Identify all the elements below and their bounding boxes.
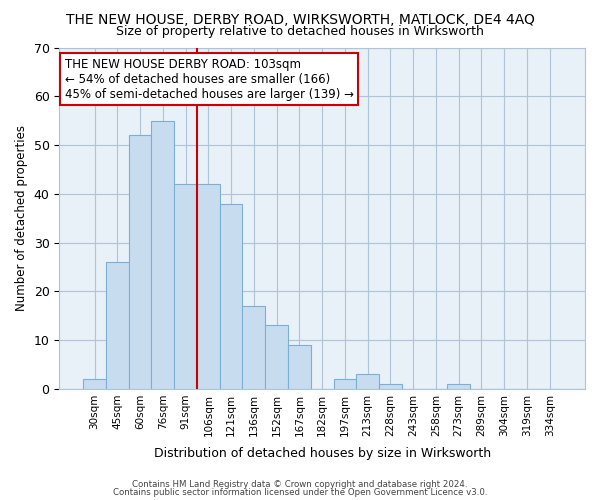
Bar (288, 345, 311, 389)
Text: Size of property relative to detached houses in Wirksworth: Size of property relative to detached ho… (116, 25, 484, 38)
Bar (242, 306, 265, 389)
Text: THE NEW HOUSE, DERBY ROAD, WIRKSWORTH, MATLOCK, DE4 4AQ: THE NEW HOUSE, DERBY ROAD, WIRKSWORTH, M… (65, 12, 535, 26)
Text: Contains public sector information licensed under the Open Government Licence v3: Contains public sector information licen… (113, 488, 487, 497)
Bar (83, 379, 106, 389)
Bar (379, 384, 402, 389)
Bar (220, 204, 242, 389)
Bar (334, 379, 356, 389)
Bar (174, 184, 197, 389)
Text: Contains HM Land Registry data © Crown copyright and database right 2024.: Contains HM Land Registry data © Crown c… (132, 480, 468, 489)
Bar (265, 326, 288, 389)
Bar (106, 262, 128, 389)
Bar (356, 374, 379, 389)
Bar (151, 120, 174, 389)
Text: THE NEW HOUSE DERBY ROAD: 103sqm
← 54% of detached houses are smaller (166)
45% : THE NEW HOUSE DERBY ROAD: 103sqm ← 54% o… (65, 58, 353, 100)
Bar (197, 184, 220, 389)
Bar (128, 136, 151, 389)
Bar (448, 384, 470, 389)
X-axis label: Distribution of detached houses by size in Wirksworth: Distribution of detached houses by size … (154, 447, 491, 460)
Y-axis label: Number of detached properties: Number of detached properties (15, 125, 28, 311)
